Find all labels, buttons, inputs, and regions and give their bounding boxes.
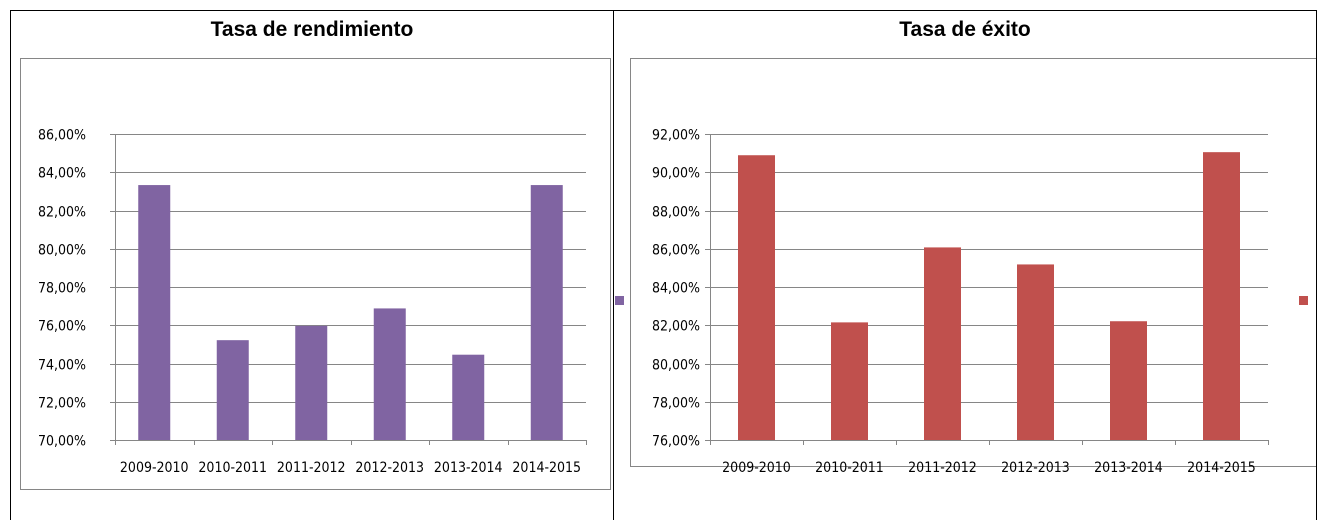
x-tick-label-rendimiento: 2011-2012 — [277, 460, 346, 476]
x-tick-label-exito: 2012-2013 — [1001, 460, 1070, 476]
y-tick-label-exito: 92,00% — [652, 128, 700, 144]
bar-exito — [1203, 152, 1240, 440]
x-tick-label-rendimiento: 2014-2015 — [512, 460, 581, 476]
y-tick-label-rendimiento: 82,00% — [38, 205, 86, 221]
y-tick-label-exito: 84,00% — [652, 281, 700, 297]
x-tick-label-exito: 2009-2010 — [722, 460, 791, 476]
bar-rendimiento — [138, 185, 171, 440]
y-tick-label-rendimiento: 84,00% — [38, 166, 86, 182]
x-tick-label-rendimiento: 2012-2013 — [355, 460, 424, 476]
table-border-right — [1316, 10, 1317, 520]
x-tick-label-exito: 2014-2015 — [1187, 460, 1256, 476]
x-tick-label-rendimiento: 2010-2011 — [198, 460, 267, 476]
table-border-top — [10, 10, 1317, 11]
x-tick-label-rendimiento: 2013-2014 — [434, 460, 503, 476]
y-tick-label-rendimiento: 74,00% — [38, 358, 86, 374]
bar-exito — [1017, 264, 1054, 440]
legend-marker-exito — [1299, 296, 1308, 305]
table-divider — [613, 10, 614, 520]
y-tick-label-exito: 88,00% — [652, 205, 700, 221]
chart-title-exito: Tasa de éxito — [899, 18, 1031, 41]
y-tick-label-rendimiento: 72,00% — [38, 396, 86, 412]
bar-exito — [1110, 321, 1147, 440]
y-tick-label-exito: 80,00% — [652, 358, 700, 374]
y-tick-label-rendimiento: 70,00% — [38, 434, 86, 450]
y-tick-label-rendimiento: 78,00% — [38, 281, 86, 297]
chart-area-exito — [630, 58, 1316, 467]
y-tick-label-rendimiento: 86,00% — [38, 128, 86, 144]
y-tick-label-exito: 86,00% — [652, 243, 700, 259]
bar-rendimiento — [373, 308, 406, 440]
x-tick-label-exito: 2011-2012 — [908, 460, 977, 476]
bar-exito — [831, 322, 868, 440]
bar-exito — [738, 155, 775, 440]
y-tick-label-exito: 78,00% — [652, 396, 700, 412]
legend-marker-rendimiento — [615, 296, 624, 305]
bar-rendimiento — [295, 325, 328, 440]
y-tick-label-exito: 76,00% — [652, 434, 700, 450]
y-tick-label-exito: 90,00% — [652, 166, 700, 182]
table-border-left — [10, 10, 11, 520]
x-tick-label-rendimiento: 2009-2010 — [120, 460, 189, 476]
bar-rendimiento — [452, 354, 485, 440]
x-tick-label-exito: 2013-2014 — [1094, 460, 1163, 476]
bar-exito — [924, 247, 961, 440]
y-tick-label-exito: 82,00% — [652, 319, 700, 335]
bar-rendimiento — [216, 340, 249, 440]
bar-rendimiento — [530, 185, 563, 440]
y-tick-label-rendimiento: 80,00% — [38, 243, 86, 259]
x-tick-label-exito: 2010-2011 — [815, 460, 884, 476]
y-tick-label-rendimiento: 76,00% — [38, 319, 86, 335]
chart-title-rendimiento: Tasa de rendimiento — [210, 18, 414, 41]
